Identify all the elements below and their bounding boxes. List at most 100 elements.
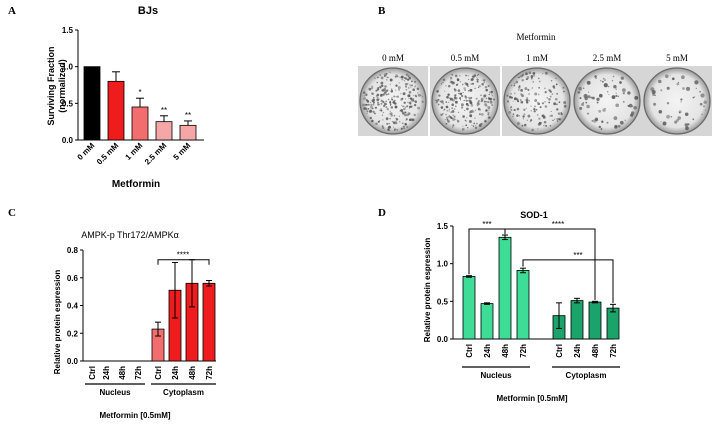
colony-dot bbox=[520, 93, 523, 96]
colony-dot bbox=[389, 78, 393, 82]
colony-dot bbox=[462, 125, 464, 127]
colony-dot bbox=[392, 126, 395, 128]
colony-dot bbox=[408, 118, 412, 122]
panel-d-chart: SOD-1 Relative protein espression Metfor… bbox=[423, 210, 620, 403]
colony-dot bbox=[518, 89, 520, 91]
colony-dot bbox=[545, 71, 548, 75]
colony-dot bbox=[449, 80, 453, 84]
colony-dot bbox=[403, 105, 405, 107]
colony-dot bbox=[526, 97, 528, 99]
colony-dot bbox=[537, 128, 539, 130]
petri-dish bbox=[359, 67, 427, 135]
colony-dot bbox=[700, 93, 705, 98]
colony-dot bbox=[367, 107, 370, 110]
colony-dot bbox=[369, 110, 372, 114]
colony-dot bbox=[509, 107, 512, 110]
colony-dot bbox=[407, 78, 410, 81]
colony-dot bbox=[440, 106, 444, 109]
colony-dot bbox=[384, 85, 387, 88]
colony-dot bbox=[471, 82, 475, 85]
colony-dot bbox=[552, 85, 556, 88]
colony-dot bbox=[483, 100, 486, 103]
colony-dot bbox=[407, 111, 411, 115]
colony-dot bbox=[384, 129, 386, 131]
chart-d-bar bbox=[516, 270, 530, 340]
colony-dot bbox=[402, 122, 404, 125]
colony-dot bbox=[491, 95, 493, 97]
colony-dot bbox=[604, 79, 606, 81]
colony-dot bbox=[412, 98, 414, 100]
colony-dot bbox=[439, 100, 442, 103]
colony-dot bbox=[410, 86, 412, 88]
colony-dot bbox=[491, 93, 493, 95]
chart-d-ytick-label: 1.5 bbox=[437, 222, 449, 231]
colony-dot bbox=[611, 80, 614, 82]
colony-dot bbox=[467, 100, 469, 102]
colony-dot bbox=[596, 97, 600, 101]
colony-dot bbox=[603, 83, 608, 88]
colony-dot bbox=[445, 116, 449, 120]
colony-dot bbox=[535, 108, 538, 111]
colony-dot bbox=[398, 115, 400, 117]
colony-dot bbox=[487, 84, 490, 87]
chart-a-xtick-label: 2.5 mM bbox=[143, 141, 169, 167]
colony-dot bbox=[538, 77, 540, 80]
colony-dot bbox=[522, 73, 525, 76]
colony-dot bbox=[520, 100, 524, 104]
colony-dot bbox=[551, 93, 554, 95]
colony-dot bbox=[525, 101, 529, 104]
colony-dot bbox=[454, 89, 457, 92]
colony-dot bbox=[590, 96, 593, 99]
colony-dot bbox=[448, 108, 450, 110]
colony-dot bbox=[617, 95, 620, 98]
colony-dot bbox=[465, 82, 469, 86]
colony-dot bbox=[414, 100, 418, 103]
colony-dot bbox=[389, 112, 393, 115]
colony-dot bbox=[385, 117, 389, 121]
colony-dot bbox=[481, 97, 483, 99]
colony-dot bbox=[401, 78, 404, 81]
colony-dot bbox=[517, 76, 520, 79]
colony-dot bbox=[556, 108, 559, 111]
colony-dot bbox=[459, 92, 463, 95]
colony-dot bbox=[594, 75, 597, 78]
colony-dot bbox=[382, 119, 384, 121]
colony-dot bbox=[400, 93, 402, 95]
plate-label: 1 mM bbox=[526, 53, 548, 63]
colony-dot bbox=[466, 117, 468, 119]
colony-dot bbox=[532, 72, 536, 75]
colony-dot bbox=[445, 101, 448, 103]
colony-dot bbox=[579, 97, 582, 100]
colony-dot bbox=[447, 84, 451, 88]
colony-dot bbox=[674, 120, 678, 124]
colony-dot bbox=[619, 120, 624, 125]
colony-dot bbox=[472, 109, 474, 111]
colony-dot bbox=[541, 114, 544, 118]
colony-dot bbox=[383, 75, 386, 78]
colony-dot bbox=[368, 87, 372, 91]
chart-d-xtick-label: 72h bbox=[519, 344, 528, 358]
colony-dot bbox=[387, 126, 391, 129]
colony-dot bbox=[405, 85, 407, 88]
colony-dot bbox=[372, 101, 375, 104]
colony-dot bbox=[376, 81, 378, 84]
colony-dot bbox=[528, 100, 531, 102]
colony-dot bbox=[630, 111, 635, 115]
colony-dot bbox=[382, 93, 385, 96]
colony-dot bbox=[395, 105, 397, 107]
colony-dot bbox=[449, 116, 452, 119]
colony-dot bbox=[485, 88, 488, 92]
colony-dot bbox=[487, 106, 491, 110]
colony-dot bbox=[513, 82, 516, 85]
colony-dot bbox=[380, 81, 384, 85]
colony-dot bbox=[617, 124, 621, 128]
colony-dot bbox=[510, 106, 513, 109]
colony-dot bbox=[513, 97, 517, 101]
chart-c-significance-label: **** bbox=[177, 251, 189, 260]
colony-dot bbox=[556, 92, 559, 95]
colony-dot bbox=[396, 129, 398, 131]
colony-dot bbox=[527, 88, 530, 91]
colony-dot bbox=[463, 99, 465, 102]
colony-dot bbox=[623, 101, 625, 103]
